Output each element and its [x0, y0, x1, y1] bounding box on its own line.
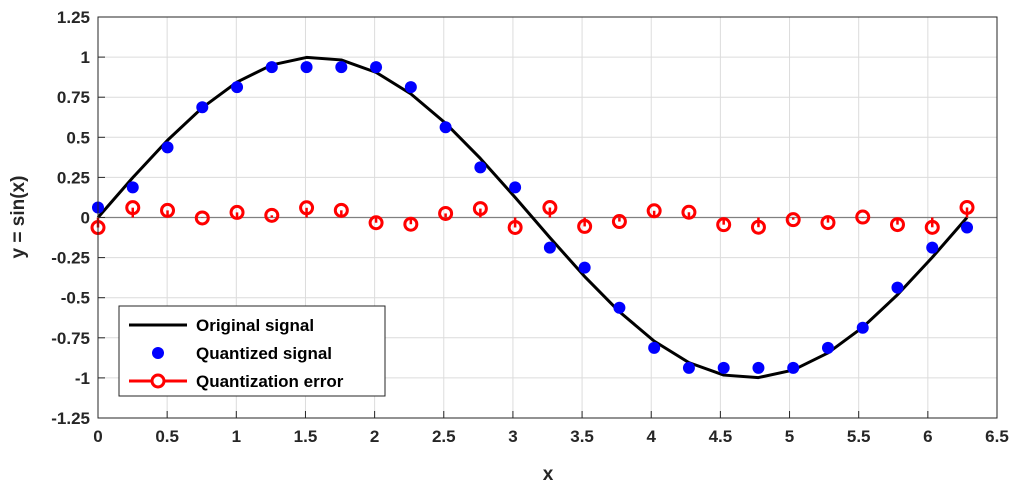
quantized-signal-point	[126, 181, 139, 194]
y-tick-label: -0.75	[51, 329, 90, 348]
quantization-error-point	[542, 200, 558, 216]
x-axis-ticks: 0 0.5 1 1.5 2 2.5 3 3.5 4 4.5 5 5.5 6 6.5	[93, 411, 1009, 446]
x-tick-label: 2.5	[432, 427, 456, 446]
quantization-error-point	[160, 202, 176, 218]
series-original-signal-line	[96, 55, 969, 380]
quantization-error-point	[959, 199, 975, 215]
quantization-error-point	[750, 219, 766, 235]
quantized-signal-point	[439, 121, 452, 134]
quantization-error-point	[681, 204, 697, 220]
x-tick-label: 0.5	[155, 427, 179, 446]
quantized-signal-point	[474, 161, 487, 174]
quantization-error-point	[125, 200, 141, 216]
x-axis-label: x	[543, 464, 554, 485]
legend-label-original-signal: Original signal	[196, 316, 314, 335]
x-tick-label: 1.5	[294, 427, 318, 446]
y-tick-label: 0	[81, 209, 90, 228]
y-tick-label: 1.25	[57, 8, 90, 27]
y-tick-label: -1.25	[51, 409, 90, 428]
legend-swatch-quantized-signal	[152, 347, 164, 359]
quantized-signal-point	[613, 301, 626, 314]
y-tick-label: 0.75	[57, 88, 90, 107]
quantized-signal-point	[961, 221, 974, 234]
quantization-error-point	[577, 218, 593, 234]
y-tick-label: -0.25	[51, 249, 90, 268]
quantized-signal-point	[509, 181, 522, 194]
y-axis-label: y = sin(x)	[8, 176, 29, 259]
quantized-signal-point	[300, 61, 313, 74]
quantized-signal-point	[821, 341, 834, 354]
quantized-signal-point	[926, 241, 939, 254]
series-layer	[90, 55, 975, 380]
quantization-error-point	[716, 217, 732, 233]
quantized-signal-point	[370, 61, 383, 74]
quantization-error-point	[368, 215, 384, 231]
y-tick-label: 0.25	[57, 168, 90, 187]
quantized-signal-point	[231, 81, 244, 94]
y-tick-label: -1	[75, 369, 90, 388]
quantized-signal-point	[543, 241, 556, 254]
quantization-error-point	[194, 210, 210, 226]
quantized-signal-point	[752, 361, 765, 374]
quantization-error-point	[889, 217, 905, 233]
x-tick-label: 1	[232, 427, 241, 446]
quantized-signal-point	[196, 101, 209, 114]
x-tick-label: 2	[370, 427, 379, 446]
x-tick-label: 3.5	[570, 427, 594, 446]
quantization-error-point	[924, 219, 940, 235]
legend: Original signal Quantized signal Quantiz…	[118, 305, 386, 397]
quantized-signal-point	[717, 361, 730, 374]
x-tick-label: 4.5	[709, 427, 733, 446]
legend-label-quantized-signal: Quantized signal	[196, 344, 332, 363]
quantized-signal-point	[161, 141, 174, 154]
y-axis-ticks: 1.25 1 0.75 0.5 0.25 0 -0.25 -0.5 -0.75 -1 -1.25	[51, 8, 105, 428]
quantized-signal-point	[787, 361, 800, 374]
quantization-error-point	[438, 205, 454, 221]
quantized-signal-point	[648, 341, 661, 354]
quantized-signal-point	[404, 81, 417, 94]
x-tick-label: 6	[923, 427, 932, 446]
x-tick-label: 6.5	[985, 427, 1009, 446]
quantized-signal-point	[682, 361, 695, 374]
quantized-signal-point	[856, 321, 869, 334]
quantization-error-point	[785, 212, 801, 228]
quantized-signal-point	[335, 61, 348, 74]
x-tick-label: 0	[93, 427, 102, 446]
quantization-error-point	[855, 209, 871, 225]
legend-swatch-quantization-error-marker	[150, 373, 166, 389]
quantization-error-point	[472, 201, 488, 217]
quantization-error-point	[646, 203, 662, 219]
x-tick-label: 4	[646, 427, 656, 446]
quantization-error-point	[403, 216, 419, 232]
quantized-signal-point	[265, 61, 278, 74]
quantized-signal-point	[578, 261, 591, 274]
quantization-error-point	[820, 215, 836, 231]
quantization-error-point	[299, 200, 315, 216]
quantization-error-point	[507, 219, 523, 235]
y-tick-label: 0.5	[66, 128, 90, 147]
y-tick-label: -0.5	[61, 289, 90, 308]
y-tick-label: 1	[81, 48, 90, 67]
quantization-error-point	[229, 204, 245, 220]
x-tick-label: 3	[508, 427, 517, 446]
x-tick-label: 5	[785, 427, 794, 446]
legend-label-quantization-error: Quantization error	[196, 372, 344, 391]
quantization-error-point	[264, 207, 280, 223]
x-tick-label: 5.5	[847, 427, 871, 446]
quantized-signal-point	[891, 281, 904, 294]
quantization-error-point	[333, 202, 349, 218]
quantization-error-point	[611, 214, 627, 230]
